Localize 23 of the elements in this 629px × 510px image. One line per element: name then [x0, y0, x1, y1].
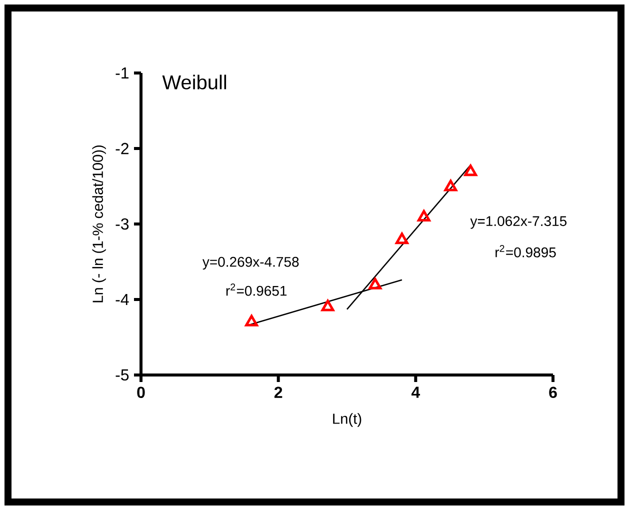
annotation: y=0.269x-4.758 [202, 256, 299, 270]
point [464, 164, 478, 176]
chart-title: Weibull [162, 74, 226, 90]
y-tick-label: -3 [116, 218, 129, 230]
point [395, 232, 408, 244]
point [245, 314, 258, 326]
point [444, 180, 458, 192]
y-tick-label: -5 [116, 369, 129, 381]
annotation: r$^{2}$=0.9895 [496, 245, 556, 258]
y-tick-label: -2 [116, 142, 128, 154]
x-axis-title: Ln(t) [333, 413, 362, 427]
x-tick-label: 6 [549, 386, 557, 398]
point [368, 278, 382, 290]
y-axis-title: Ln (- ln (1-% cedat/100)) [92, 145, 106, 302]
point [417, 210, 430, 222]
y-tick-label: -1 [116, 68, 129, 78]
annotation: r$^{2}$=0.9651 [226, 284, 287, 296]
y-tick-label: -4 [116, 294, 129, 305]
annotation: y=1.062x-7.315 [470, 216, 567, 229]
x-tick-label: 4 [411, 386, 420, 398]
x-tick-label: 2 [274, 386, 282, 398]
x-tick-label: 0 [137, 386, 145, 398]
point [321, 300, 334, 312]
